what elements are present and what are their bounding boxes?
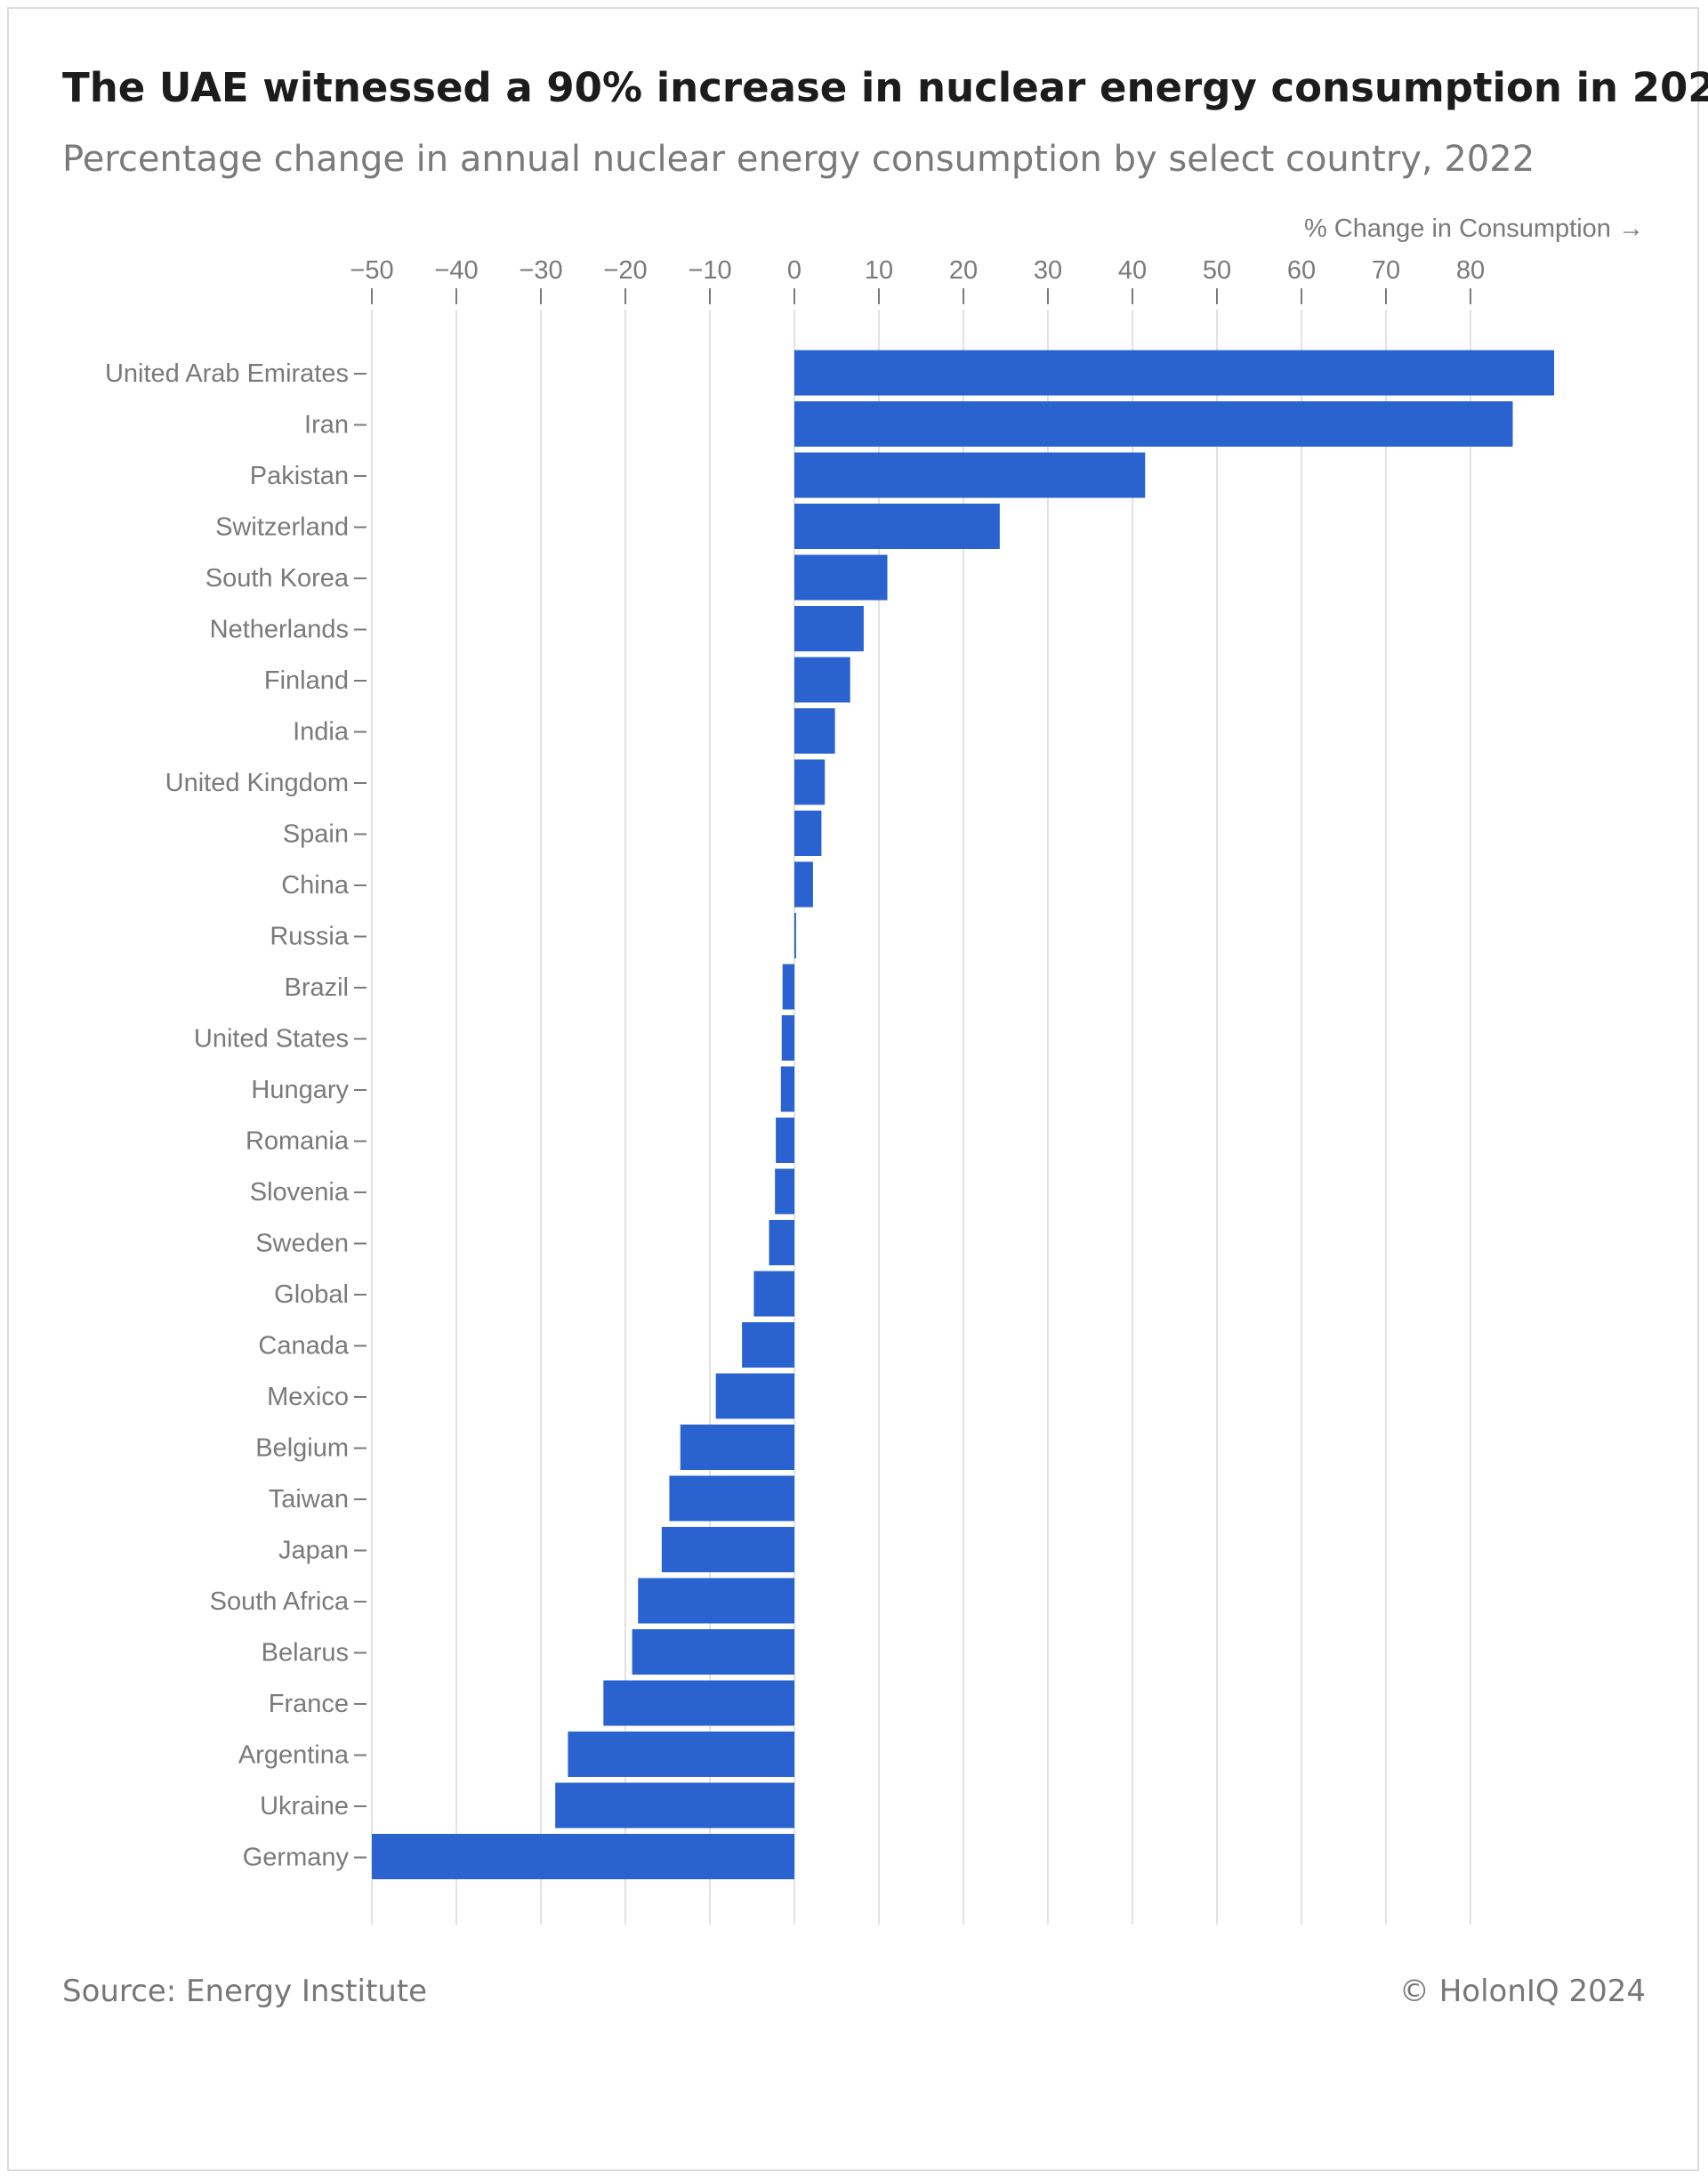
x-tick-label: 30 <box>1034 256 1062 285</box>
bar-taiwan[interactable] <box>669 1475 794 1522</box>
category-labels: United Arab Emirates Iran Pakistan Switzerl… <box>105 359 367 1872</box>
x-tick-label: −40 <box>434 256 478 285</box>
chart-subtitle: Percentage change in annual nuclear ener… <box>62 139 1535 180</box>
x-tick-label: 70 <box>1372 256 1400 285</box>
category-label: United States <box>194 1025 349 1054</box>
x-tick-label: 40 <box>1118 256 1147 285</box>
category-label: Switzerland <box>215 513 349 542</box>
x-axis-title: % Change in Consumption → <box>1304 214 1644 243</box>
category-label: Argentina <box>238 1741 350 1770</box>
category-label: Finland <box>264 666 349 695</box>
category-label: United Kingdom <box>165 769 349 797</box>
category-label: China <box>281 871 350 900</box>
x-tick-label: 80 <box>1456 256 1485 285</box>
x-axis-ticks: −50 −40 −30 −20 −10 0 10 20 30 40 50 60 70 80 <box>350 256 1485 304</box>
bar-slovenia[interactable] <box>775 1168 794 1215</box>
bar-russia[interactable] <box>794 913 796 958</box>
category-label: Belgium <box>255 1434 349 1463</box>
category-label: Ukraine <box>260 1792 349 1821</box>
bar-united-states[interactable] <box>781 1015 794 1061</box>
bar-mexico[interactable] <box>715 1373 794 1419</box>
category-label: Germany <box>243 1844 350 1872</box>
bar-iran[interactable] <box>794 401 1513 447</box>
category-label: South Korea <box>205 564 350 593</box>
bar-romania[interactable] <box>776 1118 794 1163</box>
x-tick-label: 50 <box>1203 256 1231 285</box>
bar-canada[interactable] <box>742 1322 794 1368</box>
category-label: France <box>269 1690 349 1718</box>
category-label: Iran <box>304 411 349 440</box>
x-tick-label: −50 <box>350 256 393 285</box>
category-label: Pakistan <box>250 462 349 490</box>
category-label: Romania <box>246 1127 350 1156</box>
bar-united-arab-emirates[interactable] <box>794 350 1555 396</box>
bar-france[interactable] <box>603 1680 794 1726</box>
category-label: Spain <box>283 820 349 849</box>
x-tick-label: 0 <box>787 256 802 285</box>
x-tick-label: −10 <box>688 256 731 285</box>
bar-netherlands[interactable] <box>794 606 864 651</box>
category-label: Mexico <box>267 1383 349 1411</box>
category-label: South Africa <box>210 1587 350 1616</box>
bar-united-kingdom[interactable] <box>794 759 826 805</box>
category-label: Belarus <box>262 1639 349 1667</box>
category-label: Netherlands <box>210 616 349 644</box>
bar-south-africa[interactable] <box>638 1578 794 1624</box>
bars <box>372 350 1555 1879</box>
category-label: India <box>293 718 350 747</box>
category-label: Slovenia <box>250 1178 350 1207</box>
category-label: Russia <box>270 923 350 951</box>
category-label: Sweden <box>255 1230 349 1258</box>
bar-switzerland[interactable] <box>794 504 1000 549</box>
x-tick-label: −30 <box>519 256 562 285</box>
gridlines <box>371 310 1471 1925</box>
category-label: Brazil <box>284 973 349 1002</box>
bar-japan[interactable] <box>661 1527 794 1572</box>
bar-finland[interactable] <box>794 657 850 703</box>
bar-india[interactable] <box>794 708 835 754</box>
bar-south-korea[interactable] <box>794 554 888 601</box>
category-label: Canada <box>258 1332 349 1360</box>
source-note: Source: Energy Institute <box>62 1974 428 2009</box>
bar-ukraine[interactable] <box>555 1782 794 1829</box>
x-tick-label: 60 <box>1287 256 1316 285</box>
bar-hungary[interactable] <box>780 1066 794 1112</box>
x-tick-label: 20 <box>949 256 978 285</box>
bar-germany[interactable] <box>372 1834 794 1879</box>
x-tick-label: −20 <box>603 256 647 285</box>
bar-belarus[interactable] <box>632 1629 794 1675</box>
category-label: Hungary <box>251 1076 349 1104</box>
category-label: Japan <box>278 1537 349 1565</box>
chart-title: The UAE witnessed a 90% increase in nucl… <box>62 64 1708 111</box>
bar-belgium[interactable] <box>680 1425 794 1470</box>
bar-sweden[interactable] <box>769 1220 795 1265</box>
category-label: Taiwan <box>269 1485 349 1514</box>
bar-china[interactable] <box>794 861 813 908</box>
bar-argentina[interactable] <box>568 1732 794 1777</box>
bar-brazil[interactable] <box>782 964 794 1010</box>
bar-spain[interactable] <box>794 811 822 856</box>
category-label: United Arab Emirates <box>105 359 349 388</box>
x-tick-label: 10 <box>865 256 893 285</box>
category-label: Global <box>274 1280 349 1309</box>
chart-frame <box>7 7 1699 2171</box>
copyright-note: © HolonIQ 2024 <box>1398 1974 1646 2009</box>
bar-global[interactable] <box>753 1271 794 1317</box>
bar-pakistan[interactable] <box>794 452 1146 498</box>
